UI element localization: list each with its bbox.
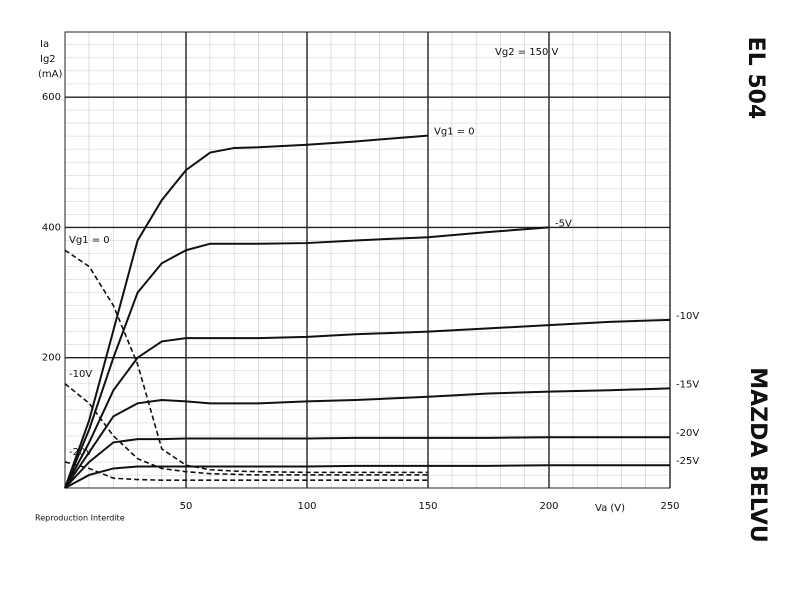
series-line	[64, 383, 428, 476]
x-tick-label: 150	[418, 501, 437, 512]
y-tick-label: 600	[42, 92, 61, 103]
series-line	[64, 134, 429, 489]
series-line	[64, 461, 428, 481]
series-line	[64, 318, 671, 489]
series-line	[64, 464, 670, 489]
series-label: Vg1 = 0	[69, 235, 110, 246]
y-tick-label: 200	[42, 353, 61, 364]
y-tick-label: 400	[42, 222, 61, 233]
x-tick-label: 250	[660, 501, 679, 512]
series-line	[64, 226, 550, 489]
x-tick-label: 200	[539, 501, 558, 512]
series-label: Vg1 = 0	[434, 127, 475, 138]
x-label: Va (V)	[595, 503, 625, 514]
series-label: -5V	[555, 218, 572, 229]
series-label: -15V	[676, 379, 699, 390]
x-tick-label: 100	[297, 501, 316, 512]
series-label: -10V	[676, 311, 699, 322]
y-label: Ig2	[40, 54, 56, 65]
series-line	[64, 387, 671, 489]
series-line	[64, 249, 428, 474]
series-label: -10V	[69, 369, 92, 380]
series-label: -20V	[69, 447, 92, 458]
chart-title: EL 504	[743, 37, 768, 120]
subtitle: Vg2 = 150 V	[495, 47, 559, 58]
note: Reproduction Interdite	[35, 514, 125, 523]
x-tick-label: 50	[180, 501, 193, 512]
series-label: -20V	[676, 428, 699, 439]
series-line	[64, 436, 670, 489]
brand: MAZDA BELVU	[745, 367, 770, 543]
plot-area	[64, 31, 671, 489]
y-label: (mA)	[38, 69, 62, 80]
series-label: -25V	[676, 456, 699, 467]
y-label: Ia	[40, 39, 49, 50]
